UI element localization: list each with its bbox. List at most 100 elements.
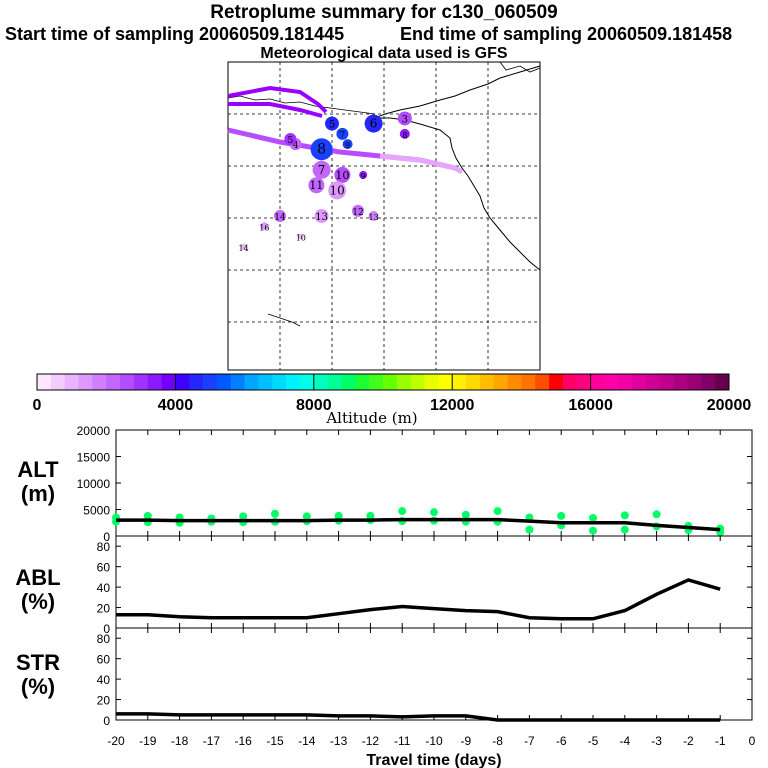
colorbar-cell bbox=[286, 374, 301, 390]
alt-scatter-point bbox=[557, 511, 566, 520]
cluster-marker bbox=[352, 204, 364, 217]
colorbar-cell bbox=[673, 374, 688, 390]
colorbar-cell bbox=[50, 374, 65, 390]
cluster-marker bbox=[364, 114, 383, 133]
colorbar-cell bbox=[383, 374, 398, 390]
x-tick-label: -10 bbox=[425, 734, 443, 748]
colorbar-cell bbox=[133, 374, 149, 390]
cluster-marker bbox=[399, 128, 410, 139]
cluster-label: 7 bbox=[340, 131, 346, 141]
alt-series-line bbox=[116, 517, 721, 532]
coastline-north bbox=[499, 61, 541, 73]
str-frame bbox=[115, 627, 753, 721]
cluster-label: 9 bbox=[345, 141, 350, 150]
colorbar-cell bbox=[576, 374, 591, 390]
cluster-label: 4 bbox=[293, 141, 299, 151]
cluster-label: 8 bbox=[317, 141, 326, 157]
str-series-line bbox=[116, 712, 721, 722]
alt-panel-label: ALT (m) bbox=[17, 457, 59, 506]
cluster-marker bbox=[297, 233, 304, 240]
trajectory-path-middle bbox=[228, 102, 323, 118]
cluster-label: 10 bbox=[335, 169, 349, 182]
cluster-label: 10 bbox=[296, 234, 306, 243]
colorbar-cell bbox=[479, 374, 495, 390]
alt-scatter-point bbox=[334, 511, 343, 520]
colorbar-cell bbox=[120, 374, 135, 390]
x-tick-label: -2 bbox=[683, 734, 694, 748]
alt-scatter-point bbox=[589, 513, 597, 522]
colorbar-tick-label: 16000 bbox=[568, 397, 613, 414]
x-tick-label: -13 bbox=[330, 734, 348, 748]
alt-scatter-point bbox=[143, 511, 152, 520]
cluster-label: 6 bbox=[370, 117, 378, 131]
colorbar-tick-label: 8000 bbox=[296, 397, 332, 414]
x-tick-label: -7 bbox=[524, 734, 535, 748]
chart-title: Retroplume summary for c130_060509 bbox=[210, 2, 558, 23]
cluster-label: 16 bbox=[259, 223, 269, 232]
colorbar-cell bbox=[424, 374, 439, 390]
alt-panel: 20000 15000 10000 5000 0 bbox=[77, 424, 753, 544]
colorbar-cell bbox=[78, 374, 93, 390]
str-ytick-label: 0 bbox=[103, 714, 110, 728]
alt-ytick-label: 10000 bbox=[77, 477, 111, 491]
abl-ytick-label: 20 bbox=[97, 602, 111, 616]
colorbar-cell bbox=[189, 374, 204, 390]
colorbar-cell bbox=[659, 374, 674, 390]
colorbar-cell bbox=[106, 374, 121, 390]
x-axis-label: Travel time (days) bbox=[366, 752, 501, 768]
cluster-marker bbox=[310, 138, 333, 161]
alt-scatter-point bbox=[366, 511, 375, 520]
cluster-marker bbox=[359, 170, 368, 179]
abl-ytick-label: 40 bbox=[97, 581, 111, 595]
abl-panel-label: ABL (%) bbox=[15, 565, 61, 614]
colorbar-cell bbox=[549, 374, 564, 390]
alt-scatter-point bbox=[620, 525, 629, 534]
coastline bbox=[374, 65, 541, 271]
str-ytick-label: 40 bbox=[97, 673, 111, 687]
colorbar-cell bbox=[438, 374, 453, 390]
alt-scatter-point bbox=[461, 510, 470, 519]
cluster-marker bbox=[368, 211, 379, 221]
alt-scatter-point bbox=[493, 507, 502, 516]
x-axis: -20 -19 -18 -17 -16 -15 -14 -13 -12 -11 -10 -9 -8 -7-… bbox=[107, 734, 755, 768]
colorbar bbox=[36, 373, 730, 391]
colorbar-cell bbox=[341, 374, 356, 390]
cluster-label: 8 bbox=[402, 131, 407, 140]
colorbar-cell bbox=[355, 374, 370, 390]
colorbar-cell bbox=[410, 374, 425, 390]
x-tick-label: -16 bbox=[235, 734, 253, 748]
cluster-label: 14 bbox=[239, 244, 249, 253]
colorbar-cell bbox=[507, 374, 522, 390]
str-panel: 80 60 40 20 0 bbox=[97, 627, 753, 728]
x-tick-label: -12 bbox=[362, 734, 380, 748]
cluster-label: 5 bbox=[329, 120, 335, 131]
cluster-label: 13 bbox=[315, 212, 328, 223]
x-tick-label: -19 bbox=[139, 734, 157, 748]
x-tick-label: -15 bbox=[266, 734, 284, 748]
colorbar-cell bbox=[244, 374, 259, 390]
str-ytick-label: 20 bbox=[97, 694, 111, 708]
cluster-marker bbox=[314, 209, 329, 223]
x-tick-label: -4 bbox=[619, 734, 630, 748]
colorbar-cell bbox=[203, 374, 218, 390]
cluster-marker bbox=[328, 181, 347, 200]
x-tick-label: -11 bbox=[394, 734, 411, 748]
cluster-marker bbox=[284, 133, 297, 145]
colorbar-cell bbox=[147, 374, 162, 390]
colorbar-ticks: 0 4000 8000 12000 16000 20000 Altitude (m) bbox=[33, 397, 752, 427]
cluster-label: 3 bbox=[402, 114, 408, 125]
colorbar-cell bbox=[701, 374, 716, 390]
abl-ytick-label: 80 bbox=[97, 540, 111, 554]
x-tick-label: -14 bbox=[298, 734, 316, 748]
alt-scatter-point bbox=[620, 511, 629, 520]
aleutians-coastline bbox=[227, 95, 376, 115]
colorbar-cell bbox=[535, 374, 550, 390]
alt-scatter-point bbox=[271, 509, 279, 518]
colorbar-cell bbox=[590, 374, 605, 390]
abl-series-line bbox=[116, 578, 721, 621]
colorbar-cell bbox=[216, 374, 232, 390]
abl-frame bbox=[115, 535, 753, 629]
colorbar-cell bbox=[604, 374, 619, 390]
